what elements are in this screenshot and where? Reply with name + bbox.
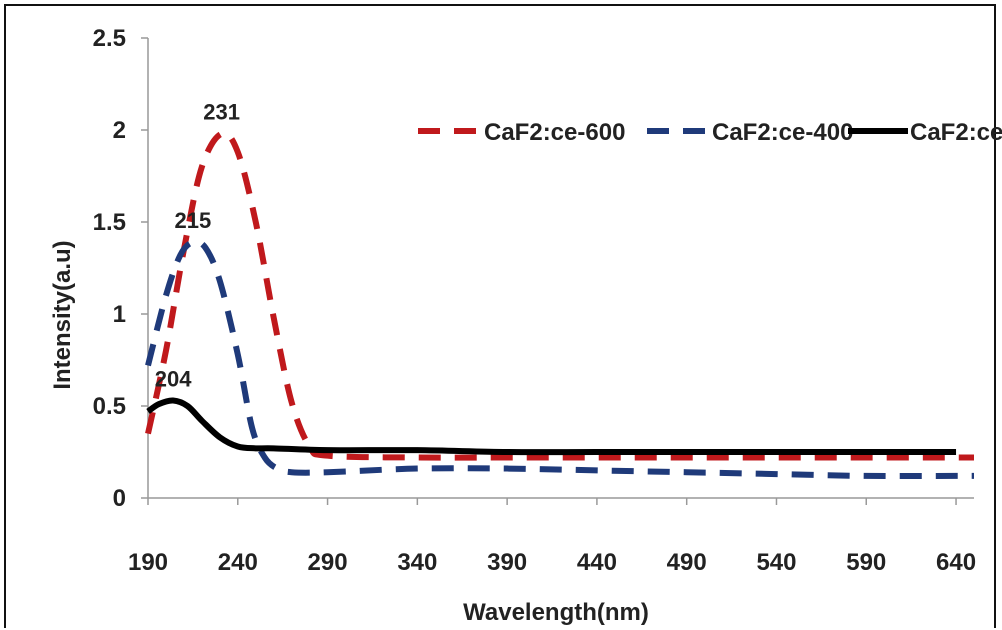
y-tick-label: 2: [113, 117, 126, 144]
annotation-layer: 231 215 204: [155, 100, 240, 392]
peak-label: 215: [175, 208, 212, 233]
y-axis-title: Intensity(a.u): [49, 240, 76, 389]
legend-label-3: CaF2:ce: [910, 119, 1002, 146]
y-tick-label: 0.5: [93, 393, 126, 420]
x-tick-label: 540: [756, 549, 796, 576]
peak-label: 231: [203, 100, 240, 125]
y-tick-label: 1.5: [93, 209, 126, 236]
x-tick-label: 440: [577, 549, 617, 576]
y-ticks: 0 0.5 1 1.5 2 2.5: [93, 25, 148, 512]
y-tick-label: 1: [113, 301, 126, 328]
y-tick-label: 0: [113, 485, 126, 512]
y-tick-label: 2.5: [93, 25, 126, 52]
series-layer: [145, 130, 974, 480]
x-tick-label: 190: [128, 549, 168, 576]
x-tick-label: 340: [397, 549, 437, 576]
x-axis-title: Wavelength(nm): [463, 599, 649, 626]
x-tick-label: 290: [308, 549, 348, 576]
legend-label-1: CaF2:ce-600: [484, 119, 625, 146]
x-ticks: 190 240 290 340 390 440 490 540 590 640: [128, 498, 976, 576]
x-tick-label: 640: [936, 549, 976, 576]
series-line-3: [146, 397, 957, 456]
axes: [147, 38, 974, 499]
legend: CaF2:ce-600 CaF2:ce-400 CaF2:ce: [418, 119, 1002, 146]
x-tick-label: 390: [487, 549, 527, 576]
legend-label-2: CaF2:ce-400: [712, 119, 853, 146]
peak-label: 204: [155, 366, 192, 391]
x-tick-label: 590: [846, 549, 886, 576]
x-tick-label: 490: [667, 549, 707, 576]
series-line-2: [145, 238, 974, 480]
series-line-1: [145, 130, 974, 461]
x-tick-label: 240: [218, 549, 258, 576]
